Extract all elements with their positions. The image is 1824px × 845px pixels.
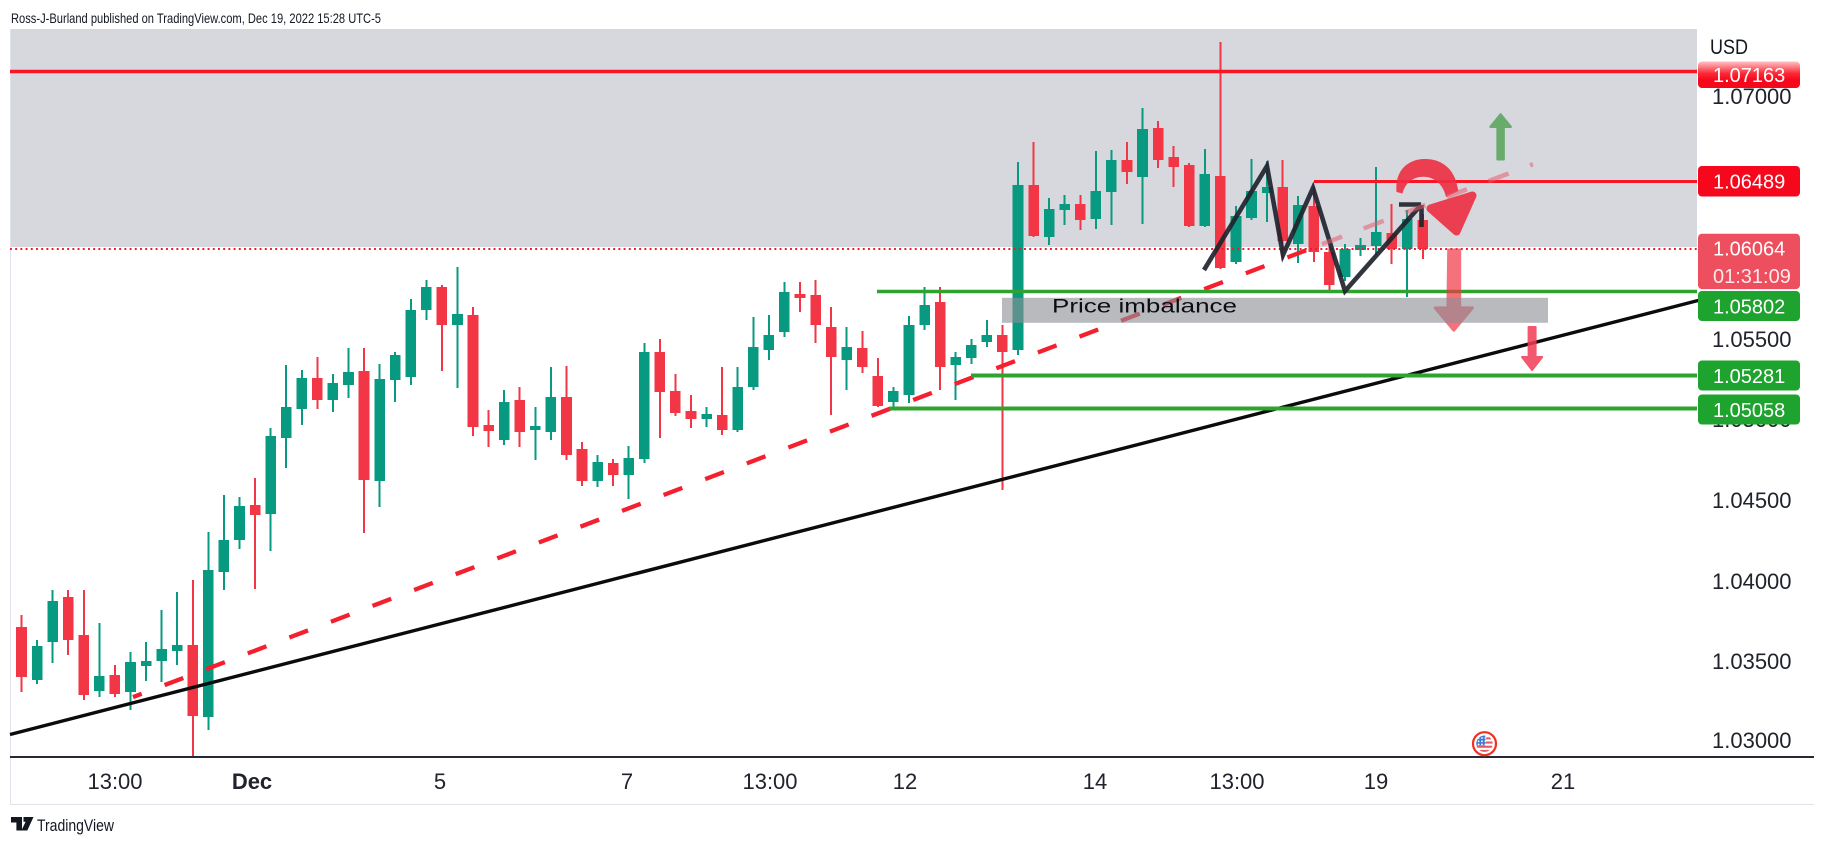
svg-text:1.05500: 1.05500 [1712,327,1792,352]
svg-text:1.04500: 1.04500 [1712,488,1792,513]
svg-text:01:31:09: 01:31:09 [1713,266,1791,288]
svg-text:13:00: 13:00 [87,769,142,794]
svg-text:7: 7 [621,769,633,794]
svg-text:1.05058: 1.05058 [1713,400,1785,422]
svg-text:USD: USD [1710,36,1748,59]
svg-text:1.05802: 1.05802 [1713,297,1785,319]
svg-text:1.03000: 1.03000 [1712,728,1792,753]
svg-text:1.07000: 1.07000 [1712,84,1792,109]
svg-text:14: 14 [1083,769,1107,794]
svg-text:1.06489: 1.06489 [1713,172,1785,194]
svg-text:21: 21 [1551,769,1575,794]
svg-text:1.04000: 1.04000 [1712,569,1792,594]
svg-text:12: 12 [893,769,917,794]
svg-text:Dec: Dec [232,769,272,794]
svg-text:1.07163: 1.07163 [1713,65,1785,87]
svg-text:5: 5 [434,769,446,794]
svg-text:13:00: 13:00 [742,769,797,794]
svg-text:19: 19 [1364,769,1388,794]
svg-text:13:00: 13:00 [1209,769,1264,794]
svg-text:1.06064: 1.06064 [1713,239,1785,261]
svg-text:Ross-J-Burland published on Tr: Ross-J-Burland published on TradingView.… [11,10,381,26]
svg-text:TradingView: TradingView [37,817,114,835]
svg-text:Price imbalance: Price imbalance [1052,297,1237,318]
svg-text:1.03500: 1.03500 [1712,649,1792,674]
svg-text:1.05281: 1.05281 [1713,366,1785,388]
